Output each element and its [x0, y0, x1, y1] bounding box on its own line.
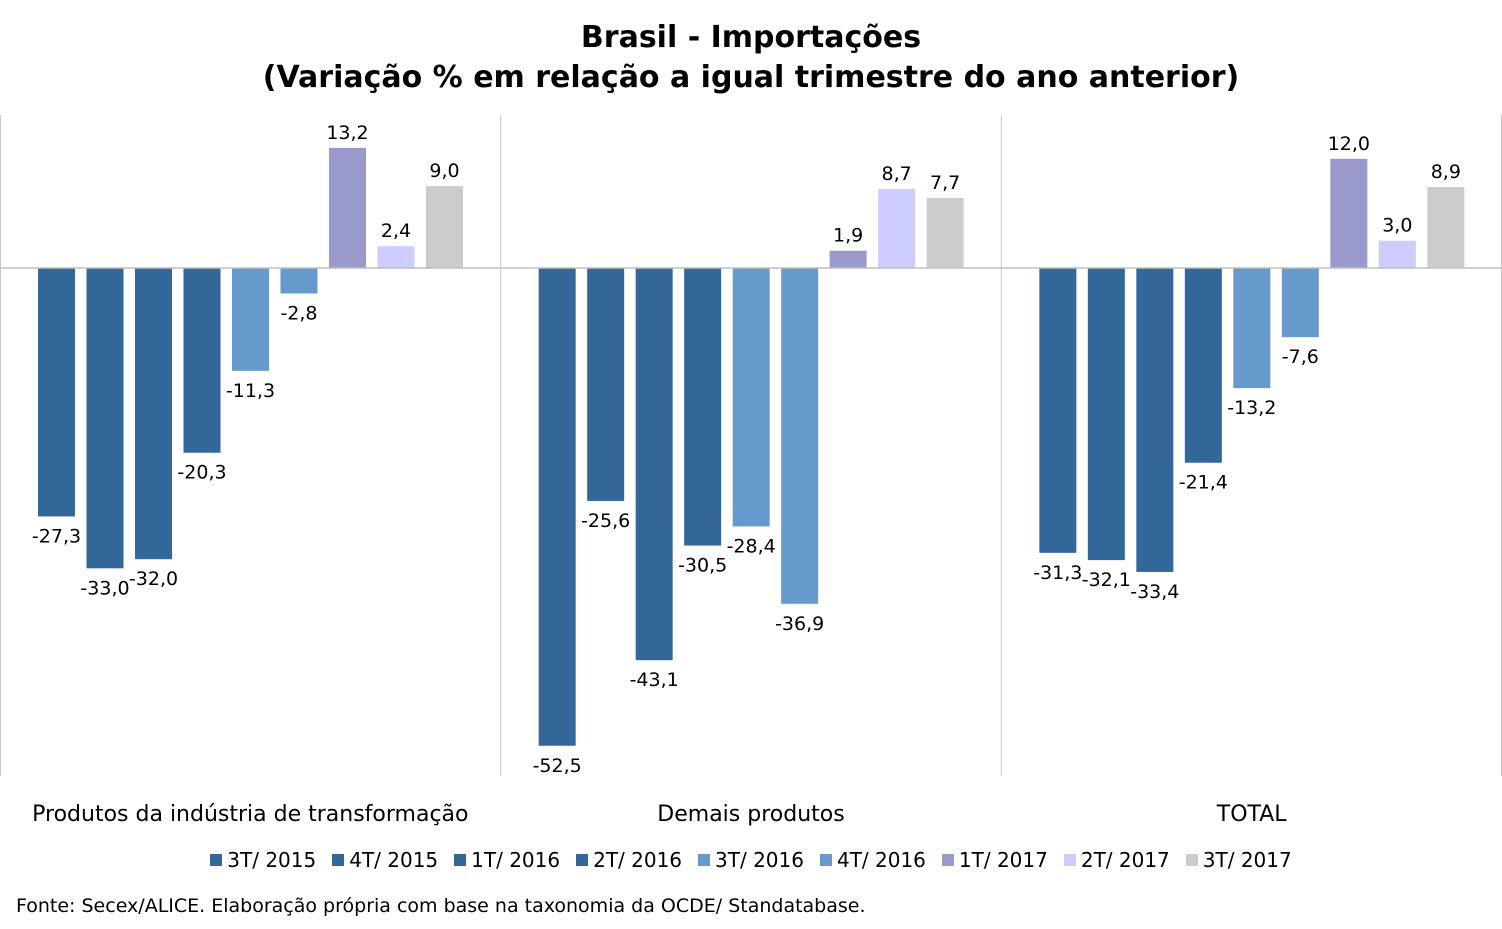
legend-item: 3T/ 2016 — [698, 846, 804, 874]
bar — [377, 246, 415, 268]
data-label: -52,5 — [533, 755, 582, 777]
bar — [878, 188, 916, 268]
bar — [329, 147, 366, 268]
legend-swatch — [576, 854, 589, 866]
bar — [829, 250, 867, 268]
legend-label: 1T/ 2017 — [958, 848, 1048, 872]
category-label: Produtos da indústria de transformação — [32, 802, 468, 827]
bar — [732, 268, 770, 527]
bar — [781, 268, 819, 604]
legend-label: 2T/ 2016 — [593, 848, 683, 872]
data-label: -32,0 — [129, 568, 178, 590]
legend-label: 4T/ 2016 — [836, 848, 926, 872]
data-label: 2,4 — [381, 220, 411, 242]
chart-title: Brasil - Importações — [580, 20, 922, 55]
data-label: -30,5 — [678, 555, 727, 577]
data-label: 12,0 — [1328, 133, 1370, 155]
data-label: -32,1 — [1082, 569, 1131, 591]
bar — [1039, 268, 1077, 553]
data-label: 1,9 — [833, 225, 863, 247]
legend-swatch — [698, 854, 711, 866]
data-label: -31,3 — [1033, 562, 1082, 584]
legend-item: 1T/ 2016 — [454, 846, 560, 874]
bar — [135, 268, 172, 560]
legend-item: 4T/ 2015 — [332, 846, 438, 874]
data-label: -33,0 — [80, 577, 129, 599]
legend-item: 3T/ 2017 — [1185, 846, 1292, 874]
legend-swatch — [1185, 854, 1198, 866]
category-label: TOTAL — [1216, 802, 1288, 827]
bar — [1184, 268, 1222, 463]
legend-label: 4T/ 2015 — [349, 848, 439, 872]
legend-swatch — [819, 854, 832, 866]
legend-item: 1T/ 2017 — [941, 846, 1048, 874]
legend-item: 3T/ 2015 — [210, 846, 316, 874]
legend-label: 2T/ 2017 — [1080, 848, 1170, 872]
bar — [1281, 268, 1319, 338]
data-label: -11,3 — [226, 380, 275, 402]
bar — [1378, 240, 1416, 268]
legend-swatch — [454, 854, 467, 866]
legend-label: 3T/ 2017 — [1202, 848, 1292, 872]
bar — [926, 197, 964, 268]
bar — [86, 268, 124, 569]
data-label: 3,0 — [1382, 215, 1412, 237]
legend-swatch — [1063, 854, 1076, 866]
data-label: -21,4 — [1179, 472, 1228, 494]
legend-swatch — [210, 854, 223, 866]
category-label: Demais produtos — [657, 802, 844, 827]
data-label: -27,3 — [32, 525, 81, 547]
legend-item: 2T/ 2017 — [1063, 846, 1170, 874]
legend-item: 4T/ 2016 — [819, 846, 926, 874]
bar — [38, 268, 75, 517]
bar — [1330, 158, 1368, 268]
bar — [635, 268, 673, 661]
chart-legend: 3T/ 2015 4T/ 2015 1T/ 2016 2T/ 2016 3T/ 2016… — [0, 846, 1502, 874]
data-label: -36,9 — [775, 613, 824, 635]
data-label: -13,2 — [1227, 397, 1276, 419]
data-label: 13,2 — [326, 122, 368, 144]
bar — [183, 268, 221, 453]
data-label: 8,9 — [1431, 161, 1461, 183]
bar — [587, 268, 625, 501]
legend-item: 2T/ 2016 — [576, 846, 682, 874]
source-note: Fonte: Secex/ALICE. Elaboração própria c… — [16, 895, 866, 917]
data-label: -20,3 — [177, 462, 226, 484]
data-label: 8,7 — [882, 163, 912, 185]
data-label: 7,7 — [930, 172, 960, 194]
bar-chart: -27,3 -33,0 -32,0 -20,3 -11,3 -2,8 13,2 2,4 9,0 P… — [0, 115, 1502, 827]
legend-label: 1T/ 2016 — [471, 848, 561, 872]
bar — [538, 268, 576, 746]
data-label: -7,6 — [1282, 346, 1319, 368]
data-label: -2,8 — [280, 302, 317, 324]
data-label: -28,4 — [727, 535, 776, 557]
data-label: -33,4 — [1130, 581, 1179, 603]
data-label: 9,0 — [429, 160, 459, 182]
bar — [684, 268, 722, 546]
data-label: -25,6 — [581, 510, 630, 532]
legend-label: 3T/ 2016 — [715, 848, 804, 872]
data-label: -43,1 — [630, 669, 679, 691]
legend-label: 3T/ 2015 — [227, 848, 317, 872]
bar — [1136, 268, 1174, 572]
chart-subtitle: (Variação % em relação a igual trimestre… — [262, 60, 1240, 95]
bar — [280, 268, 318, 294]
legend-swatch — [332, 854, 345, 866]
chart-title-block: Brasil - Importações (Variação % em rela… — [0, 18, 1502, 98]
bar — [232, 268, 269, 371]
bar — [1087, 268, 1125, 561]
bar — [1233, 268, 1271, 389]
bar — [426, 186, 463, 268]
bar — [1427, 187, 1465, 268]
legend-swatch — [941, 854, 954, 866]
